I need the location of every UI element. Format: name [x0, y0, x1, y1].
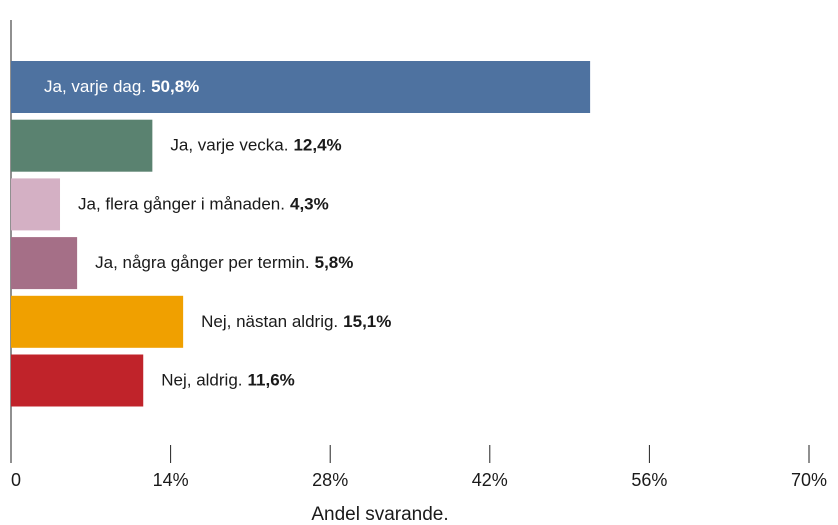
value-label: 12,4% — [293, 136, 341, 155]
bar-label: Ja, några gånger per termin. 5,8% — [95, 254, 353, 273]
bar — [11, 61, 591, 113]
category-label: Ja, varje vecka. — [170, 136, 288, 155]
bar — [11, 119, 153, 172]
value-label: 11,6% — [248, 371, 295, 390]
x-tick-label: 0 — [11, 470, 21, 490]
category-label: Ja, flera gånger i månaden. — [78, 195, 285, 214]
value-label: 50,8% — [151, 77, 199, 96]
bar-label: Nej, aldrig. 11,6% — [161, 371, 295, 390]
bar-label: Ja, flera gånger i månaden. 4,3% — [78, 195, 329, 214]
bar — [11, 237, 78, 290]
category-label: Nej, nästan aldrig. — [201, 312, 338, 331]
x-tick-label: 14% — [153, 470, 189, 490]
value-label: 15,1% — [343, 312, 391, 331]
x-tick-label: 70% — [791, 470, 827, 490]
bar — [11, 178, 61, 231]
value-label: 5,8% — [315, 254, 354, 273]
category-label: Nej, aldrig. — [161, 371, 242, 390]
value-label: 4,3% — [290, 195, 329, 214]
bar — [11, 354, 144, 407]
x-tick-label: 42% — [472, 470, 508, 490]
bar-label: Ja, varje dag. 50,8% — [44, 77, 199, 96]
bar-label: Nej, nästan aldrig. 15,1% — [201, 312, 391, 331]
x-axis-title: Andel svarande. — [311, 504, 448, 525]
bar-label: Ja, varje vecka. 12,4% — [170, 136, 341, 155]
category-label: Ja, varje dag. — [44, 77, 146, 96]
x-tick-label: 28% — [312, 470, 348, 490]
x-tick-label: 56% — [631, 470, 667, 490]
category-label: Ja, några gånger per termin. — [95, 254, 310, 273]
bar — [11, 295, 184, 348]
